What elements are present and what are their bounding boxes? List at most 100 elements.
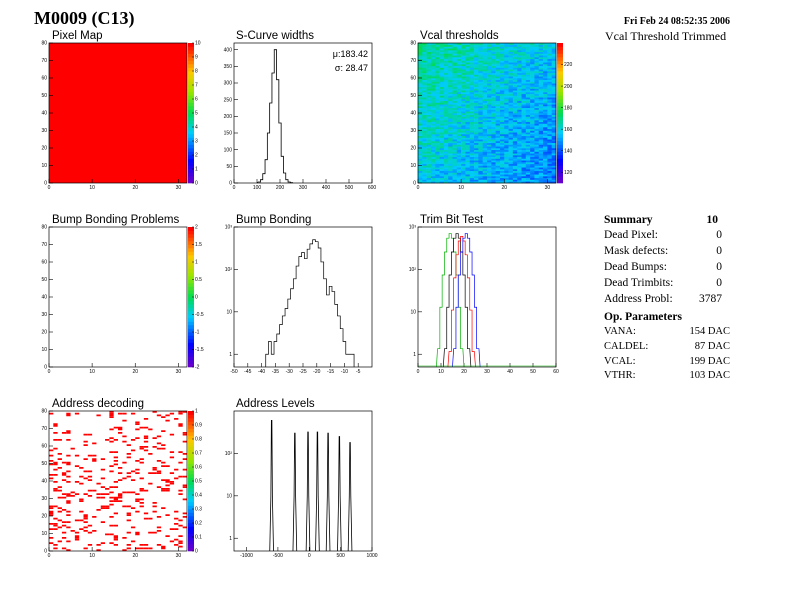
heatmap-cell bbox=[452, 90, 458, 93]
heatmap-cell bbox=[482, 65, 488, 68]
heatmap-cell bbox=[96, 549, 101, 551]
z-tick-label: 180 bbox=[564, 105, 573, 111]
heatmap-cell bbox=[439, 149, 445, 152]
heatmap-cell bbox=[547, 118, 552, 121]
colorbar-cell bbox=[188, 88, 194, 93]
heatmap-cell bbox=[435, 69, 440, 72]
heatmap-cell bbox=[543, 137, 548, 140]
heatmap-cell bbox=[499, 79, 505, 82]
heatmap-cell bbox=[547, 137, 552, 140]
heatmap-cell bbox=[534, 86, 540, 89]
heatmap-cell bbox=[474, 99, 479, 102]
heatmap-cell bbox=[538, 144, 544, 147]
heatmap-cell bbox=[422, 88, 427, 91]
heatmap-cell bbox=[530, 177, 535, 180]
colorbar-cell bbox=[557, 169, 563, 173]
heatmap-cell bbox=[474, 92, 479, 95]
colorbar-cell bbox=[188, 481, 194, 485]
heatmap-cell bbox=[178, 423, 183, 425]
trim-series-line bbox=[452, 233, 481, 368]
heatmap-cell bbox=[53, 488, 58, 490]
heatmap-cell bbox=[49, 477, 54, 480]
heatmap-cell bbox=[538, 86, 544, 89]
heatmap-cell bbox=[426, 162, 432, 165]
colorbar-cell bbox=[188, 421, 194, 426]
heatmap-cell bbox=[543, 78, 548, 81]
heatmap-cell bbox=[478, 83, 483, 86]
heatmap-cell bbox=[448, 181, 453, 184]
heatmap-cell bbox=[418, 102, 423, 105]
heatmap-cell bbox=[439, 65, 445, 68]
heatmap-cell bbox=[495, 177, 501, 180]
heatmap-cell bbox=[452, 123, 458, 126]
heatmap-cell bbox=[465, 127, 471, 130]
heatmap-cell bbox=[487, 57, 492, 60]
heatmap-cell bbox=[87, 544, 93, 546]
heatmap-cell bbox=[430, 137, 436, 140]
heatmap-cell bbox=[495, 88, 501, 91]
stat-sigma: σ: 28.47 bbox=[335, 63, 368, 73]
heatmap-cell bbox=[534, 78, 540, 81]
heatmap-cell bbox=[478, 114, 483, 117]
heatmap-cell bbox=[439, 109, 445, 112]
heatmap-cell bbox=[113, 460, 118, 462]
heatmap-cell bbox=[508, 167, 514, 170]
plot-frame bbox=[417, 42, 557, 184]
heatmap-cell bbox=[469, 170, 475, 173]
heatmap-cell bbox=[543, 170, 548, 173]
heatmap-cell bbox=[499, 85, 505, 88]
heatmap-cell bbox=[534, 142, 540, 145]
heatmap-cell bbox=[113, 456, 118, 459]
heatmap-cell bbox=[61, 547, 67, 550]
heatmap-cell bbox=[482, 99, 488, 102]
heatmap-cell bbox=[109, 533, 114, 536]
heatmap-cell bbox=[418, 79, 423, 82]
heatmap-cell bbox=[508, 130, 514, 133]
heatmap-cell bbox=[491, 58, 496, 61]
heatmap-cell bbox=[508, 128, 514, 131]
heatmap-cell bbox=[430, 132, 436, 135]
heatmap-cell bbox=[461, 127, 466, 130]
heatmap-cell bbox=[143, 446, 149, 448]
heatmap-cell bbox=[525, 121, 531, 124]
heatmap-cell bbox=[504, 67, 509, 70]
heatmap-cell bbox=[551, 107, 557, 110]
heatmap-cell bbox=[422, 181, 427, 184]
heatmap-cell bbox=[418, 176, 423, 179]
heatmap-cell bbox=[422, 137, 427, 140]
trim-series-line bbox=[447, 236, 476, 368]
heatmap-cell bbox=[487, 81, 492, 84]
heatmap-cell bbox=[435, 155, 440, 158]
heatmap-cell bbox=[499, 102, 505, 105]
heatmap-cell bbox=[418, 86, 423, 89]
heatmap-cell bbox=[547, 57, 552, 60]
heatmap-cell bbox=[491, 99, 496, 102]
heatmap-cell bbox=[551, 111, 557, 114]
heatmap-cell bbox=[521, 53, 527, 56]
heatmap-cell bbox=[435, 92, 440, 95]
heatmap-cell bbox=[538, 153, 544, 156]
heatmap-cell bbox=[512, 65, 518, 68]
heatmap-cell bbox=[499, 179, 505, 182]
colorbar-cell bbox=[557, 106, 563, 110]
heatmap-cell bbox=[521, 176, 527, 179]
heatmap-cell bbox=[543, 149, 548, 152]
heatmap-cell bbox=[448, 151, 453, 154]
heatmap-cell bbox=[422, 146, 427, 149]
heatmap-cell bbox=[499, 176, 505, 179]
heatmap-cell bbox=[551, 137, 557, 140]
heatmap-cell bbox=[534, 176, 540, 179]
heatmap-cell bbox=[482, 92, 488, 95]
summary-value-cell: 0 bbox=[716, 261, 722, 273]
heatmap-cell bbox=[474, 179, 479, 182]
colorbar-cell bbox=[188, 158, 194, 163]
heatmap-cell bbox=[100, 493, 106, 495]
heatmap-cell bbox=[435, 167, 440, 170]
heatmap-cell bbox=[443, 130, 449, 133]
heatmap-cell bbox=[534, 55, 540, 58]
heatmap-cell bbox=[517, 181, 522, 184]
heatmap-cell bbox=[96, 544, 101, 546]
colorbar-cell bbox=[188, 123, 194, 128]
heatmap-cell bbox=[465, 58, 471, 61]
heatmap-cell bbox=[435, 55, 440, 58]
